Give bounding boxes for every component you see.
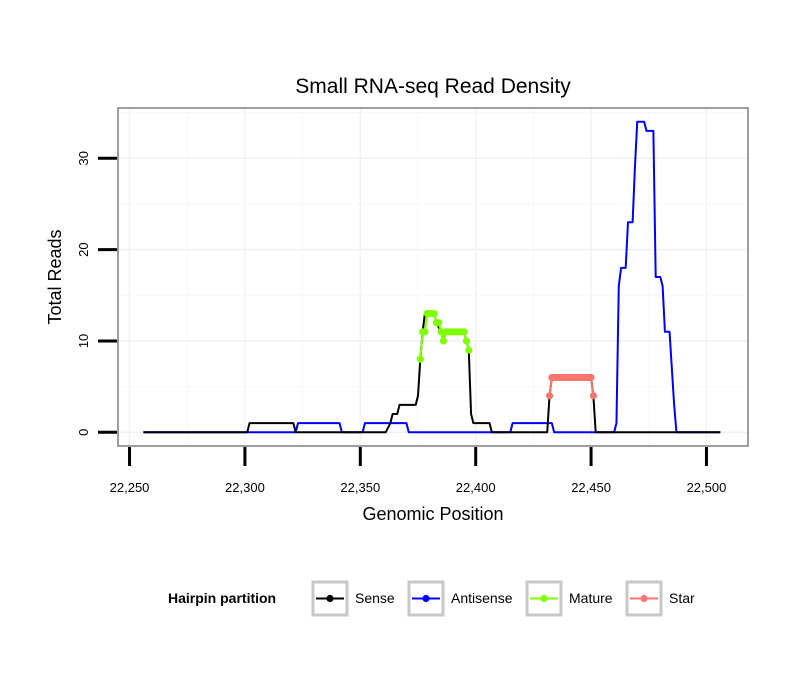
x-tick-label: 22,350 [340, 480, 380, 495]
y-tick-label: 30 [76, 151, 91, 165]
mature-point [435, 319, 443, 327]
antisense-legend-swatch-point [422, 594, 430, 603]
y-tick-label: 10 [76, 334, 91, 348]
star-point [589, 392, 597, 400]
x-axis: 22,250 22,300 22,350 22,400 22,450 22,500 [110, 447, 727, 495]
x-tick-label: 22,250 [110, 480, 150, 495]
y-tick-label: 20 [76, 242, 91, 256]
y-tick-label: 0 [76, 429, 91, 436]
mature-point [462, 337, 471, 345]
star-point [587, 373, 595, 382]
x-tick-label: 22,500 [687, 480, 727, 495]
mature-point [460, 328, 468, 336]
x-tick-label: 22,300 [225, 480, 265, 495]
star-point [545, 392, 554, 400]
mature-legend-label: Mature [569, 590, 613, 606]
x-tick-label: 22,450 [571, 480, 611, 495]
antisense-line [143, 120, 721, 434]
star-legend-label: Star [669, 590, 695, 606]
sense-legend-label: Sense [355, 590, 395, 606]
star-legend-swatch-point [640, 594, 648, 603]
mature-point [430, 309, 438, 318]
mature-point [439, 337, 447, 345]
series-layer [143, 120, 721, 434]
sense-legend-swatch-point [326, 594, 334, 603]
plot-panel [118, 108, 748, 446]
chart-title: Small RNA-seq Read Density [295, 75, 571, 98]
y-axis-title: Total Reads [45, 229, 65, 324]
gridlines [118, 108, 748, 446]
mature-point [465, 346, 473, 354]
mature-point [421, 328, 429, 336]
mature-legend-swatch-point [540, 594, 548, 603]
legend-title: Hairpin partition [168, 590, 276, 606]
x-tick-label: 22,400 [456, 480, 496, 495]
legend: Hairpin partition Sense Antisense Mature St… [168, 580, 695, 617]
y-axis: 0 10 20 30 [76, 151, 117, 436]
antisense-legend-label: Antisense [451, 590, 513, 606]
plot-panel-border [117, 107, 749, 447]
mature-point [416, 355, 424, 363]
sense-line [143, 312, 721, 434]
x-axis-title: Genomic Position [362, 504, 503, 524]
